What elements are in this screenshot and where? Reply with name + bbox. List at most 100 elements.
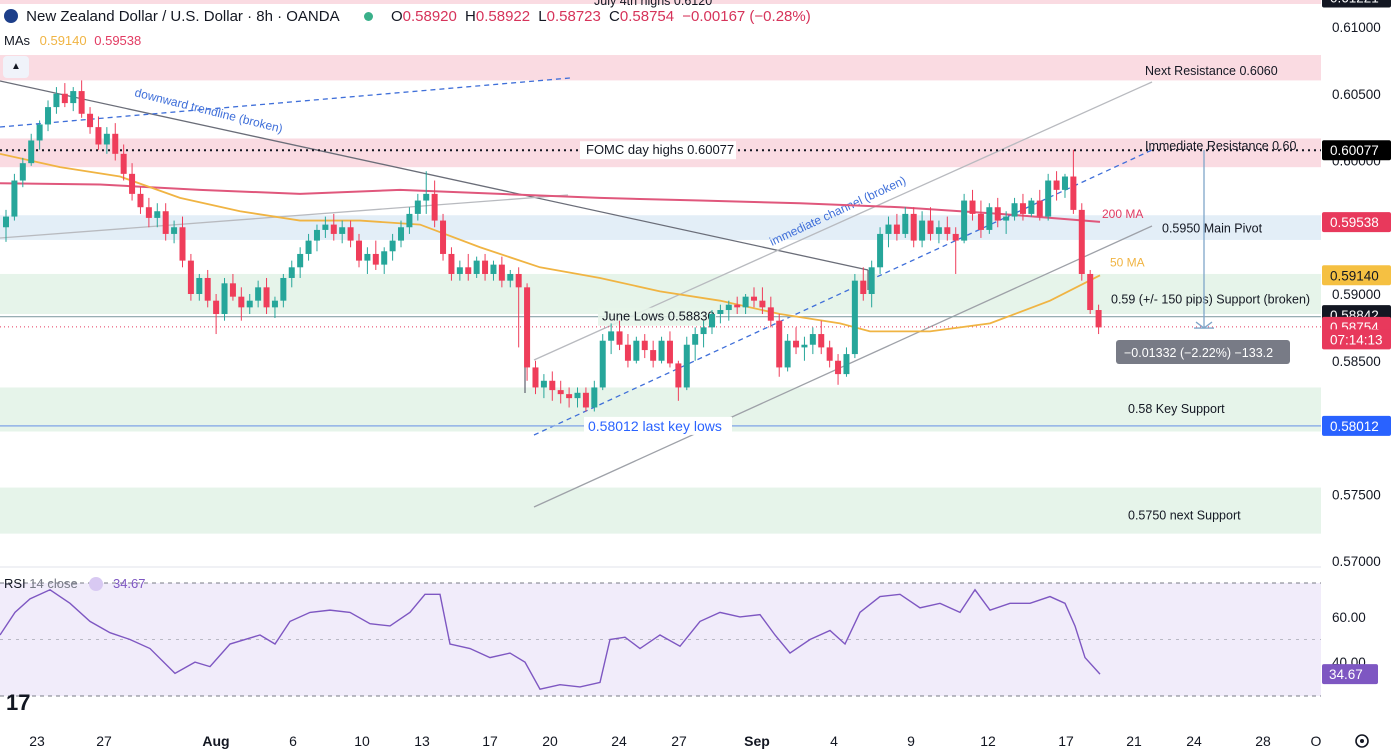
candle-body-down xyxy=(238,296,245,308)
time-tick-label[interactable]: 28 xyxy=(1255,733,1271,749)
candle-body-up xyxy=(414,200,421,214)
candle-body-up xyxy=(608,331,615,341)
time-tick-label[interactable]: 27 xyxy=(96,733,112,749)
candle-body-up xyxy=(507,273,514,281)
candle-body-down xyxy=(1019,203,1026,214)
candle-body-down xyxy=(734,304,741,308)
candle-body-up xyxy=(742,296,749,308)
candle-body-up xyxy=(801,344,808,348)
time-tick-label[interactable]: 12 xyxy=(980,733,996,749)
collapse-legend-button[interactable]: ▲ xyxy=(3,56,29,78)
price-tag-label: 0.61221 xyxy=(1330,0,1379,5)
candle-body-down xyxy=(179,227,186,261)
price-tick-label[interactable]: 0.58500 xyxy=(1332,354,1381,369)
candle-body-down xyxy=(818,334,825,348)
candle-body-up xyxy=(725,304,732,311)
candle-body-up xyxy=(389,240,396,252)
candle-body-up xyxy=(288,267,295,278)
tradingview-logo-icon[interactable]: 17 xyxy=(6,690,31,715)
rsi-tick-label: 60.00 xyxy=(1332,610,1366,625)
candle-body-down xyxy=(440,220,447,254)
time-tick-label[interactable]: 9 xyxy=(907,733,915,749)
zone-label: 0.5750 next Support xyxy=(1128,509,1241,523)
candle-body-up xyxy=(313,229,320,241)
price-tick-label[interactable]: 0.57000 xyxy=(1332,554,1381,569)
rsi-settings-icon[interactable] xyxy=(89,577,104,591)
candle-body-down xyxy=(330,224,337,234)
candle-body-down xyxy=(666,340,673,364)
rsi-legend-value: 34.67 xyxy=(112,576,146,591)
ma-legend[interactable]: MAs 0.59140 0.59538 xyxy=(4,33,141,48)
candle-body-up xyxy=(885,224,892,234)
ma200-line xyxy=(0,182,1101,223)
candle-body-up xyxy=(28,140,35,164)
candle-body-up xyxy=(700,327,707,335)
time-tick-label[interactable]: 24 xyxy=(611,733,627,749)
time-tick-label[interactable]: 10 xyxy=(354,733,370,749)
low-label: L xyxy=(538,8,547,25)
candle-body-down xyxy=(229,283,236,297)
candle-body-down xyxy=(498,264,505,281)
time-tick-label[interactable]: 4 xyxy=(830,733,838,749)
candle-body-up xyxy=(406,213,413,228)
candle-body-up xyxy=(633,340,640,361)
candle-body-down xyxy=(187,260,194,294)
measure-label: −0.01332 (−2.22%) −133.2 xyxy=(1124,346,1273,360)
time-tick-label[interactable]: 21 xyxy=(1126,733,1142,749)
time-tick-label[interactable]: 13 xyxy=(414,733,430,749)
candle-body-up xyxy=(473,260,480,274)
ma200-label: 200 MA xyxy=(1102,207,1143,221)
candle-body-down xyxy=(776,320,783,368)
time-tick-label[interactable]: 6 xyxy=(289,733,297,749)
price-tick-label[interactable]: 0.57500 xyxy=(1332,487,1381,502)
rsi-legend[interactable]: RSI 14 close 34.67 xyxy=(4,576,146,591)
time-tick-label[interactable]: Sep xyxy=(744,733,770,749)
candle-body-down xyxy=(263,287,270,308)
candle-body-down xyxy=(95,127,102,145)
price-tick-label[interactable]: 0.61000 xyxy=(1332,20,1381,35)
candle-body-up xyxy=(339,227,346,234)
candle-body-up xyxy=(305,240,312,254)
time-tick-label[interactable]: 20 xyxy=(542,733,558,749)
candle-body-up xyxy=(683,344,690,388)
settings-gear-icon-center[interactable] xyxy=(1360,739,1364,743)
chart-header: New Zealand Dollar / U.S. Dollar · 8h · … xyxy=(4,8,815,25)
ma50-line xyxy=(0,152,1101,333)
candle-body-up xyxy=(196,277,203,294)
settings-gear-icon[interactable] xyxy=(1355,734,1369,748)
time-tick-label[interactable]: 17 xyxy=(1058,733,1074,749)
price-tick-label[interactable]: 0.59000 xyxy=(1332,287,1381,302)
downward-trendline-dash xyxy=(0,77,571,128)
candle-body-down xyxy=(112,133,119,154)
top-zone-band xyxy=(0,0,1321,4)
time-tick-label[interactable]: 27 xyxy=(671,733,687,749)
zone-band xyxy=(0,273,1321,315)
candle-body-up xyxy=(692,334,699,345)
price-tick-label[interactable]: 0.60500 xyxy=(1332,87,1381,102)
candle-body-down xyxy=(1036,200,1043,217)
open-label: O xyxy=(390,8,403,25)
time-tick-label[interactable]: Aug xyxy=(202,733,229,749)
candle-body-up xyxy=(935,227,942,234)
time-tick-label[interactable]: 23 xyxy=(29,733,45,749)
price-tag-bg xyxy=(1322,329,1391,350)
candle-body-up xyxy=(271,300,278,308)
candle-body-down xyxy=(213,300,220,315)
candle-body-up xyxy=(11,180,18,217)
candle-body-down xyxy=(641,340,648,351)
symbol-title[interactable]: New Zealand Dollar / U.S. Dollar · 8h · … xyxy=(26,8,340,25)
candle-body-down xyxy=(87,113,94,128)
fomc-label: FOMC day highs 0.60077 xyxy=(586,142,734,157)
candle-body-down xyxy=(347,227,354,241)
candle-body-down xyxy=(145,207,152,218)
candle-body-up xyxy=(423,193,430,201)
candle-body-up xyxy=(843,354,850,375)
candle-body-down xyxy=(355,240,362,261)
time-tick-label[interactable]: 17 xyxy=(482,733,498,749)
candle-body-up xyxy=(877,233,884,268)
candle-body-down xyxy=(969,200,976,214)
time-tick-label[interactable]: O xyxy=(1311,733,1322,749)
time-tick-label[interactable]: 24 xyxy=(1186,733,1202,749)
low-value: 0.58723 xyxy=(546,8,601,25)
